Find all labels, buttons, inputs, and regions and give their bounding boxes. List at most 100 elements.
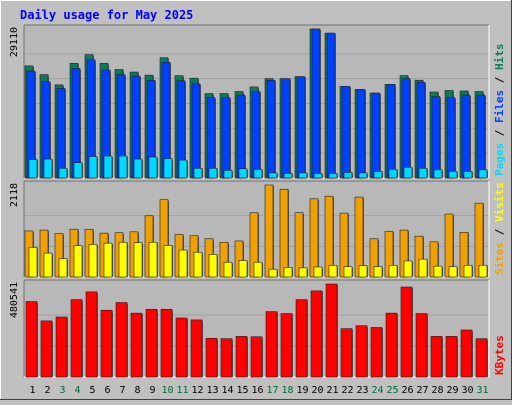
bar-sites-day-5 [88,244,98,278]
bar-sites-day-19 [298,267,308,278]
bar-pages-day-29 [448,171,458,179]
bar-pages-day-28 [433,169,443,179]
bar-pages-day-5 [88,156,98,179]
legend: KBytes [493,335,506,375]
bar-kbytes-day-7 [115,302,128,378]
bar-kbytes-day-4 [70,299,83,378]
bar-kbytes-day-30 [460,329,473,378]
x-tick-label: 3 [59,385,65,396]
bar-pages-day-23 [358,172,368,179]
x-tick-label: 18 [281,385,293,396]
bar-files-day-13 [206,97,216,179]
bar-sites-day-21 [328,264,338,278]
bar-kbytes-day-29 [445,336,458,378]
bar-sites-day-24 [373,266,383,278]
bar-kbytes-day-2 [40,320,53,378]
bar-kbytes-day-17 [265,311,278,378]
bar-files-day-16 [251,91,261,179]
bar-sites-day-2 [43,252,53,278]
bar-pages-day-20 [313,173,323,179]
bar-sites-day-28 [433,265,443,278]
x-tick-label: 5 [89,385,95,396]
bar-visits-day-17 [264,184,274,278]
bar-kbytes-day-9 [145,308,158,378]
bar-pages-day-31 [478,169,488,179]
legend: Sites / Visits [493,182,506,275]
legend-item: KBytes [493,335,506,375]
bar-sites-day-16 [253,261,263,278]
bar-pages-day-3 [58,167,68,179]
bar-files-day-12 [191,83,201,179]
bar-pages-day-18 [283,173,293,179]
bar-kbytes-day-20 [310,290,323,378]
panel-kbytes: 480541 KBytes [9,279,506,378]
x-tick-label: 29 [446,385,458,396]
bar-sites-day-8 [133,242,143,278]
bar-sites-day-10 [163,244,173,278]
legend-item: / [493,222,506,242]
x-tick-label: 16 [251,385,263,396]
bar-visits-day-21 [324,195,334,278]
bar-files-day-17 [266,79,276,179]
panel-hits-files-pages: 29110 Pages / Files / Hits [9,24,506,179]
bar-pages-day-10 [163,158,173,179]
bar-pages-day-11 [178,159,188,179]
bar-kbytes-day-1 [25,301,38,378]
bar-kbytes-day-16 [250,336,263,378]
bar-files-day-26 [401,78,411,179]
bar-files-day-23 [356,89,366,179]
bar-pages-day-24 [373,171,383,179]
chart-title: Daily usage for May 2025 [20,8,193,22]
bar-sites-day-18 [283,267,293,278]
bar-files-day-4 [71,68,81,179]
bar-kbytes-day-24 [370,327,383,378]
bar-pages-day-7 [118,155,128,179]
x-tick-label: 27 [416,385,428,396]
bar-kbytes-day-22 [340,328,353,378]
bar-sites-day-11 [178,249,188,278]
bar-sites-day-31 [478,264,488,278]
bar-sites-day-23 [358,265,368,278]
legend-item: Files [493,90,506,123]
bar-files-day-15 [236,94,246,179]
x-tick-label: 10 [161,385,173,396]
x-tick-label: 13 [206,385,218,396]
bar-kbytes-day-3 [55,316,68,378]
bar-kbytes-day-11 [175,317,188,378]
bar-pages-day-16 [253,168,263,179]
legend-item: Visits [493,182,506,222]
x-tick-label: 11 [176,385,188,396]
bar-sites-day-1 [28,247,38,278]
x-tick-label: 6 [104,385,110,396]
bar-pages-day-12 [193,167,203,179]
bar-visits-day-20 [309,198,319,278]
bar-pages-day-27 [418,167,428,179]
bar-pages-day-15 [238,168,248,179]
bar-sites-day-20 [313,266,323,278]
y-max-label: 2118 [9,183,20,207]
bar-sites-day-27 [418,258,428,278]
bar-kbytes-day-27 [415,313,428,378]
bar-sites-day-12 [193,251,203,278]
bar-files-day-31 [476,94,486,179]
bar-sites-day-17 [268,268,278,278]
x-tick-label: 8 [134,385,140,396]
legend-item: Pages [493,143,506,176]
bar-pages-day-8 [133,158,143,179]
legend-item: Hits [493,44,506,71]
bar-files-day-29 [446,97,456,179]
bar-pages-day-25 [388,168,398,179]
x-tick-label: 9 [149,385,155,396]
bar-kbytes-day-23 [355,325,368,378]
x-tick-label: 12 [191,385,203,396]
x-tick-label: 20 [311,385,323,396]
bar-files-day-27 [416,81,426,179]
bar-kbytes-day-21 [325,283,338,378]
bar-files-day-18 [281,78,291,179]
bar-pages-day-14 [223,170,233,179]
bar-sites-day-29 [448,266,458,278]
bar-sites-day-25 [388,264,398,278]
bar-kbytes-day-5 [85,291,98,378]
